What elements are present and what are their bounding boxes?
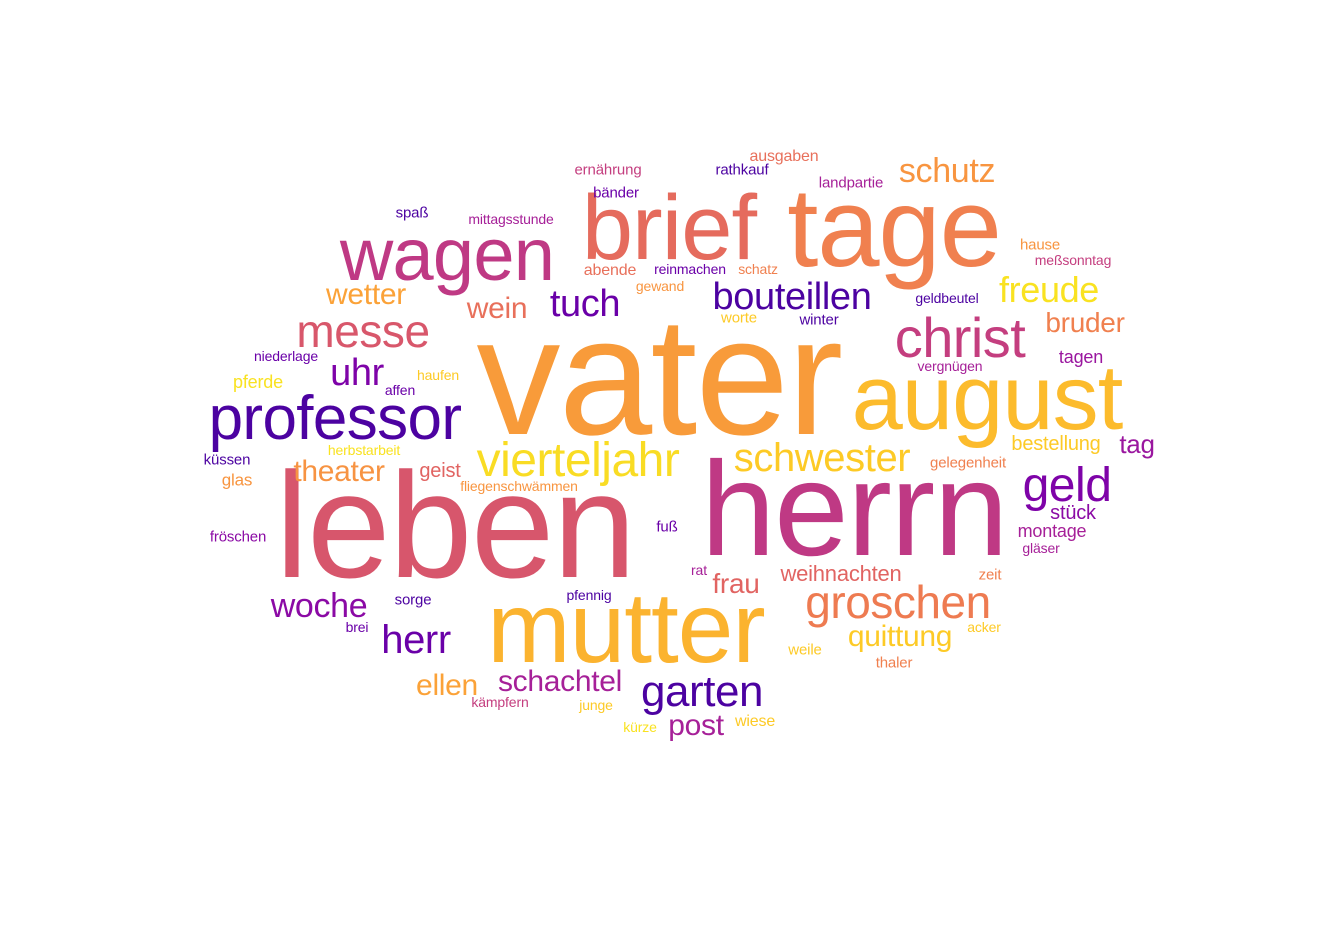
word-vierteljahr: vierteljahr bbox=[476, 434, 680, 487]
word-tuch: tuch bbox=[549, 283, 621, 325]
word-wetter: wetter bbox=[326, 278, 406, 311]
word-ellen: ellen bbox=[416, 669, 478, 702]
word-montage: montage bbox=[1017, 521, 1087, 541]
word-garten: garten bbox=[640, 667, 764, 716]
word-geld: geld bbox=[1022, 459, 1112, 512]
word-groschen: groschen bbox=[805, 576, 991, 628]
word-wagen: wagen bbox=[339, 213, 555, 296]
word-mutter: mutter bbox=[487, 572, 765, 684]
word-ernahrung: ernährung bbox=[574, 161, 642, 179]
word-junge: junge bbox=[579, 697, 613, 713]
word-kussen: küssen bbox=[203, 451, 251, 469]
word-gewand: gewand bbox=[635, 278, 685, 294]
word-kurze: kürze bbox=[623, 719, 657, 735]
word-worte: worte bbox=[721, 309, 757, 327]
word-messe: messe bbox=[296, 305, 430, 357]
word-brief: brief bbox=[581, 177, 757, 279]
word-niederlage: niederlage bbox=[254, 348, 318, 364]
word-herr: herr bbox=[381, 618, 451, 662]
word-stück: stück bbox=[1050, 502, 1096, 524]
word-christ: christ bbox=[894, 306, 1026, 369]
word-bestellung: bestellung bbox=[1011, 433, 1101, 455]
word-pferde: pferde bbox=[233, 372, 283, 392]
word-froschen: fröschen bbox=[209, 528, 267, 546]
word-vater: vater bbox=[476, 282, 843, 470]
word-haufen: haufen bbox=[417, 367, 459, 383]
word-pfennig: pfennig bbox=[566, 587, 612, 603]
word-abende: abende bbox=[583, 262, 637, 279]
word-weihnachten: weihnachten bbox=[780, 561, 902, 586]
word-mittagsstunde: mittagsstunde bbox=[468, 211, 554, 227]
word-schwester: schwester bbox=[733, 436, 911, 480]
word-theater: theater bbox=[293, 455, 385, 488]
word-affen: affen bbox=[384, 382, 416, 398]
word-weile: weile bbox=[788, 641, 822, 659]
word-bouteillen: bouteillen bbox=[712, 276, 872, 318]
word-wiese: wiese bbox=[734, 713, 776, 730]
word-landpartie: landpartie bbox=[818, 174, 884, 192]
word-frau: frau bbox=[712, 568, 760, 599]
word-woche: woche bbox=[270, 587, 368, 625]
word-bruder: bruder bbox=[1045, 307, 1125, 338]
word-geldbeutel: geldbeutel bbox=[915, 290, 979, 306]
word-tagen: tagen bbox=[1058, 347, 1104, 367]
word-herrn: herrn bbox=[700, 435, 1008, 584]
word-quittung: quittung bbox=[847, 620, 953, 653]
word-tag: tag bbox=[1119, 429, 1155, 459]
word-wein: wein bbox=[466, 292, 528, 325]
word-zeit: zeit bbox=[978, 566, 1002, 584]
word-sorge: sorge bbox=[394, 591, 432, 609]
word-geist: geist bbox=[419, 460, 461, 482]
word-hause: hause bbox=[1019, 236, 1061, 254]
word-professor: professor bbox=[208, 384, 462, 453]
word-ausgaben: ausgaben bbox=[749, 148, 819, 165]
word-tage: tage bbox=[787, 165, 1002, 290]
word-schutz: schutz bbox=[898, 152, 996, 190]
word-thaler: thaler bbox=[875, 654, 913, 672]
word-post: post bbox=[668, 709, 724, 742]
word-rat: rat bbox=[691, 562, 707, 578]
word-freude: freude bbox=[999, 269, 1099, 310]
word-bander: bänder bbox=[593, 184, 639, 202]
word-fliegenschwammen: fliegenschwämmen bbox=[460, 478, 578, 494]
word-vergnugen: vergnügen bbox=[917, 358, 983, 374]
word-august: august bbox=[851, 347, 1124, 449]
word-rathkauf: rathkauf bbox=[715, 161, 769, 179]
word-glaser: gläser bbox=[1022, 540, 1060, 556]
word-leben: leben bbox=[275, 441, 636, 609]
word-uhr: uhr bbox=[330, 352, 384, 394]
word-gelegenheit: gelegenheit bbox=[930, 454, 1006, 472]
word-schatz: schatz bbox=[738, 261, 778, 277]
word-messsonntag: meßsonntag bbox=[1034, 252, 1112, 268]
word-kampfern: kämpfern bbox=[471, 694, 529, 710]
word-spass: spaß bbox=[395, 204, 429, 222]
word-fuss: fuß bbox=[656, 518, 678, 536]
word-brei: brei bbox=[345, 619, 369, 635]
word-schachtel: schachtel bbox=[497, 665, 623, 698]
word-winter: winter bbox=[799, 311, 839, 329]
word-reinmachen: reinmachen bbox=[654, 261, 726, 277]
word-acker: acker bbox=[967, 619, 1001, 635]
word-glas: glas bbox=[221, 470, 253, 490]
word-herbstarbeit: herbstarbeit bbox=[327, 442, 401, 458]
